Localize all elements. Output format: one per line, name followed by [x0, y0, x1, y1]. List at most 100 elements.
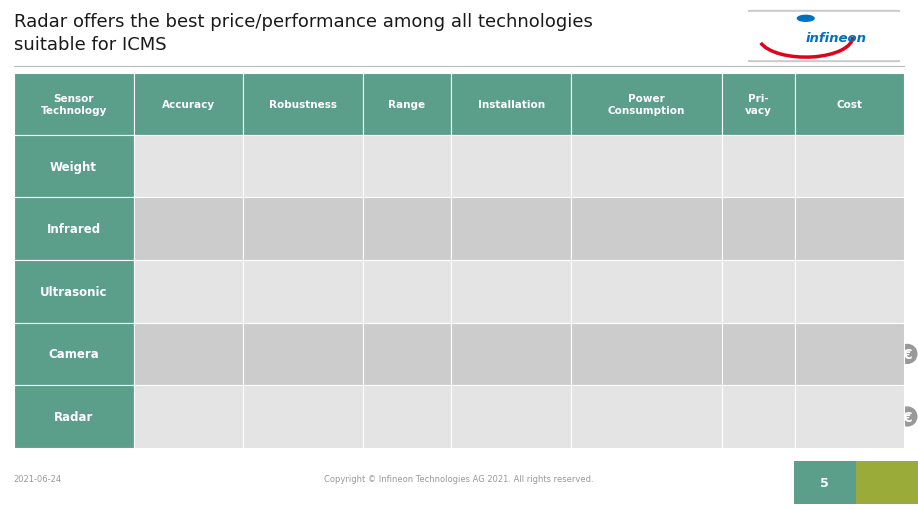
Polygon shape [483, 221, 500, 237]
Text: Ultrasonic: Ultrasonic [39, 285, 107, 298]
Circle shape [166, 164, 172, 170]
Text: 2021-06-24: 2021-06-24 [14, 474, 62, 483]
Text: €: € [902, 410, 912, 424]
Text: Copyright © Infineon Technologies AG 2021. All rights reserved.: Copyright © Infineon Technologies AG 202… [324, 474, 594, 483]
Circle shape [637, 282, 655, 301]
Circle shape [599, 282, 617, 301]
Text: Range: Range [388, 100, 425, 109]
Polygon shape [318, 414, 326, 426]
Circle shape [280, 408, 287, 414]
Polygon shape [318, 290, 326, 301]
Circle shape [205, 164, 210, 170]
Text: €: € [902, 348, 912, 362]
Circle shape [656, 220, 675, 239]
Circle shape [501, 345, 521, 363]
Text: €: € [845, 160, 855, 174]
Text: €: € [787, 348, 797, 362]
FancyBboxPatch shape [744, 12, 904, 62]
Bar [698, 353, 711, 356]
Circle shape [801, 220, 821, 239]
Text: €: € [864, 285, 874, 299]
Bar [640, 290, 653, 293]
Polygon shape [298, 164, 307, 176]
Polygon shape [502, 159, 520, 175]
Circle shape [185, 227, 191, 232]
Circle shape [280, 282, 287, 290]
Circle shape [521, 220, 540, 239]
Circle shape [241, 408, 249, 414]
Text: Power
Consumption: Power Consumption [608, 94, 685, 116]
Polygon shape [521, 221, 539, 237]
Polygon shape [541, 159, 558, 175]
Bar [364, 412, 373, 421]
Circle shape [243, 414, 249, 420]
Bar [402, 287, 411, 296]
Circle shape [521, 407, 540, 426]
Bar [383, 350, 392, 359]
Circle shape [205, 414, 210, 420]
Circle shape [482, 407, 501, 426]
Circle shape [166, 289, 172, 295]
Text: €: € [825, 410, 835, 424]
Text: €: € [806, 223, 816, 237]
Text: Pri-
vacy: Pri- vacy [745, 94, 772, 116]
Text: €: € [845, 223, 855, 237]
Bar [621, 228, 633, 231]
Circle shape [798, 16, 814, 22]
Polygon shape [356, 414, 364, 426]
Bar [640, 415, 653, 418]
Circle shape [782, 407, 801, 426]
Text: Sensor
Technology: Sensor Technology [40, 94, 106, 116]
Circle shape [821, 345, 840, 363]
Circle shape [128, 414, 133, 420]
Bar [659, 228, 672, 231]
Circle shape [357, 408, 364, 414]
Bar [678, 415, 691, 418]
Circle shape [299, 220, 307, 227]
Bar [640, 165, 653, 168]
Circle shape [782, 345, 801, 363]
Bar [659, 353, 672, 356]
Circle shape [166, 414, 172, 420]
Text: infineon: infineon [805, 32, 867, 44]
Circle shape [540, 157, 559, 176]
Circle shape [859, 407, 879, 426]
Text: Radar offers the best price/performance among all technologies
suitable for ICMS: Radar offers the best price/performance … [14, 13, 593, 54]
Polygon shape [298, 352, 307, 363]
Circle shape [338, 345, 345, 352]
Circle shape [879, 220, 898, 239]
Circle shape [637, 407, 655, 426]
Circle shape [299, 158, 307, 164]
Circle shape [166, 351, 172, 357]
Circle shape [599, 407, 617, 426]
Circle shape [656, 345, 675, 363]
Text: Weight: Weight [50, 160, 97, 173]
Circle shape [579, 345, 598, 363]
Bar [601, 415, 614, 418]
Text: Cost: Cost [836, 100, 863, 109]
Circle shape [618, 345, 636, 363]
Circle shape [676, 407, 694, 426]
Text: Accuracy: Accuracy [162, 100, 215, 109]
Text: Robustness: Robustness [269, 100, 337, 109]
Circle shape [618, 220, 636, 239]
Bar [621, 353, 633, 356]
Text: Camera: Camera [49, 348, 99, 361]
Circle shape [821, 407, 840, 426]
Circle shape [840, 220, 859, 239]
Circle shape [859, 282, 879, 301]
Bar [402, 162, 411, 171]
Circle shape [695, 345, 713, 363]
Polygon shape [279, 414, 287, 426]
Polygon shape [241, 414, 249, 426]
Circle shape [501, 157, 521, 176]
Text: 5: 5 [820, 476, 829, 489]
Circle shape [299, 345, 307, 352]
Circle shape [676, 282, 694, 301]
Circle shape [319, 282, 326, 290]
Polygon shape [483, 409, 500, 425]
Circle shape [482, 282, 501, 301]
Polygon shape [521, 284, 539, 299]
Circle shape [637, 157, 655, 176]
Circle shape [463, 157, 482, 176]
